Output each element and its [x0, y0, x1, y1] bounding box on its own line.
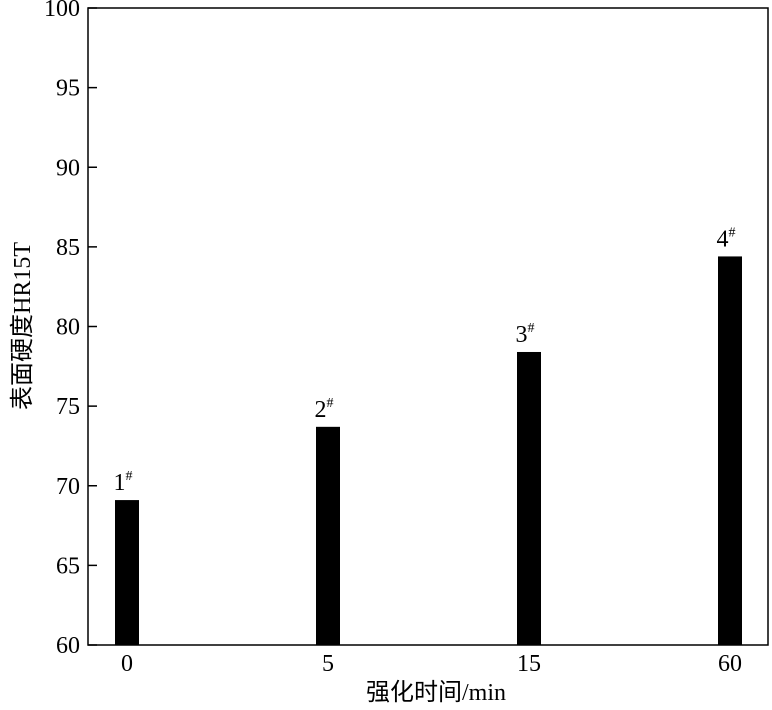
- bar-label: 3#: [516, 321, 535, 348]
- bar-label: 4#: [717, 225, 736, 252]
- bar-label: 1#: [114, 469, 133, 496]
- bar-label-text: 3: [516, 322, 528, 348]
- bar-label-sup: #: [327, 396, 334, 411]
- y-tick-label: 100: [44, 0, 80, 22]
- y-tick-label: 85: [56, 235, 80, 261]
- bar: [115, 500, 139, 645]
- bar-label-text: 1: [114, 470, 126, 496]
- y-tick-label: 95: [56, 76, 80, 102]
- y-tick-label: 80: [56, 315, 80, 341]
- bar: [517, 351, 541, 645]
- bar-label-text: 2: [315, 397, 327, 423]
- y-tick-label: 60: [56, 633, 80, 659]
- bar: [718, 256, 742, 645]
- plot-frame: [87, 7, 769, 646]
- x-axis-label: 强化时间/min: [366, 679, 506, 706]
- y-tick-label: 90: [56, 155, 80, 181]
- y-tick-label: 65: [56, 553, 80, 579]
- bar-label-text: 4: [717, 226, 729, 252]
- y-tick-label: 70: [56, 474, 80, 500]
- x-tick-label: 0: [121, 651, 133, 677]
- bar-label-sup: #: [126, 469, 133, 484]
- bar: [316, 426, 340, 645]
- bar-label-sup: #: [729, 225, 736, 240]
- y-tick-label: 75: [56, 394, 80, 420]
- y-axis-label: 表面硬度HR15T: [9, 242, 36, 410]
- x-tick-label: 15: [517, 651, 541, 677]
- x-tick-label: 5: [322, 651, 334, 677]
- bar-label: 2#: [315, 396, 334, 423]
- bar-label-sup: #: [528, 321, 535, 336]
- x-tick-label: 60: [718, 651, 742, 677]
